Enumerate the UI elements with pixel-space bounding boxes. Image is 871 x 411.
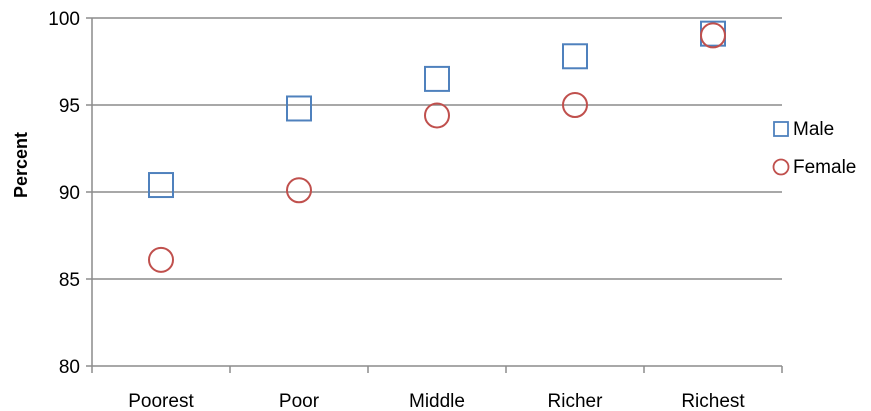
male-point [286, 95, 312, 122]
axes [91, 18, 782, 367]
male-point [148, 172, 174, 199]
x-tick-label: Richest [681, 391, 745, 411]
y-axis-label: Percent [11, 132, 31, 198]
gridlines [86, 17, 782, 367]
male-point [700, 20, 726, 47]
female-point [148, 246, 174, 273]
legend: Male Female [772, 119, 856, 178]
legend-square-icon [773, 121, 789, 137]
male-point [562, 43, 588, 70]
female-point [286, 177, 312, 204]
y-tick-label: 95 [59, 96, 80, 117]
y-tick-label: 90 [59, 183, 80, 204]
data-marks [148, 20, 726, 273]
x-tick-label: Middle [409, 391, 465, 411]
female-point [700, 22, 726, 49]
y-tick-label: 100 [48, 9, 80, 30]
y-tick-labels: 80 85 90 95 100 [48, 9, 80, 378]
female-point [562, 92, 588, 118]
female-point [424, 102, 450, 129]
legend-label: Female [793, 157, 856, 178]
y-tick-label: 85 [59, 270, 80, 291]
x-tick-label: Richer [548, 391, 604, 411]
x-tick-label: Poor [279, 391, 320, 411]
x-tick-labels: Poorest Poor Middle Richer Richest [91, 366, 783, 411]
x-tick-label: Poorest [128, 391, 194, 411]
y-tick-label: 80 [59, 357, 80, 378]
legend-circle-icon [772, 158, 790, 176]
legend-label: Male [793, 119, 834, 140]
male-point [424, 65, 450, 92]
